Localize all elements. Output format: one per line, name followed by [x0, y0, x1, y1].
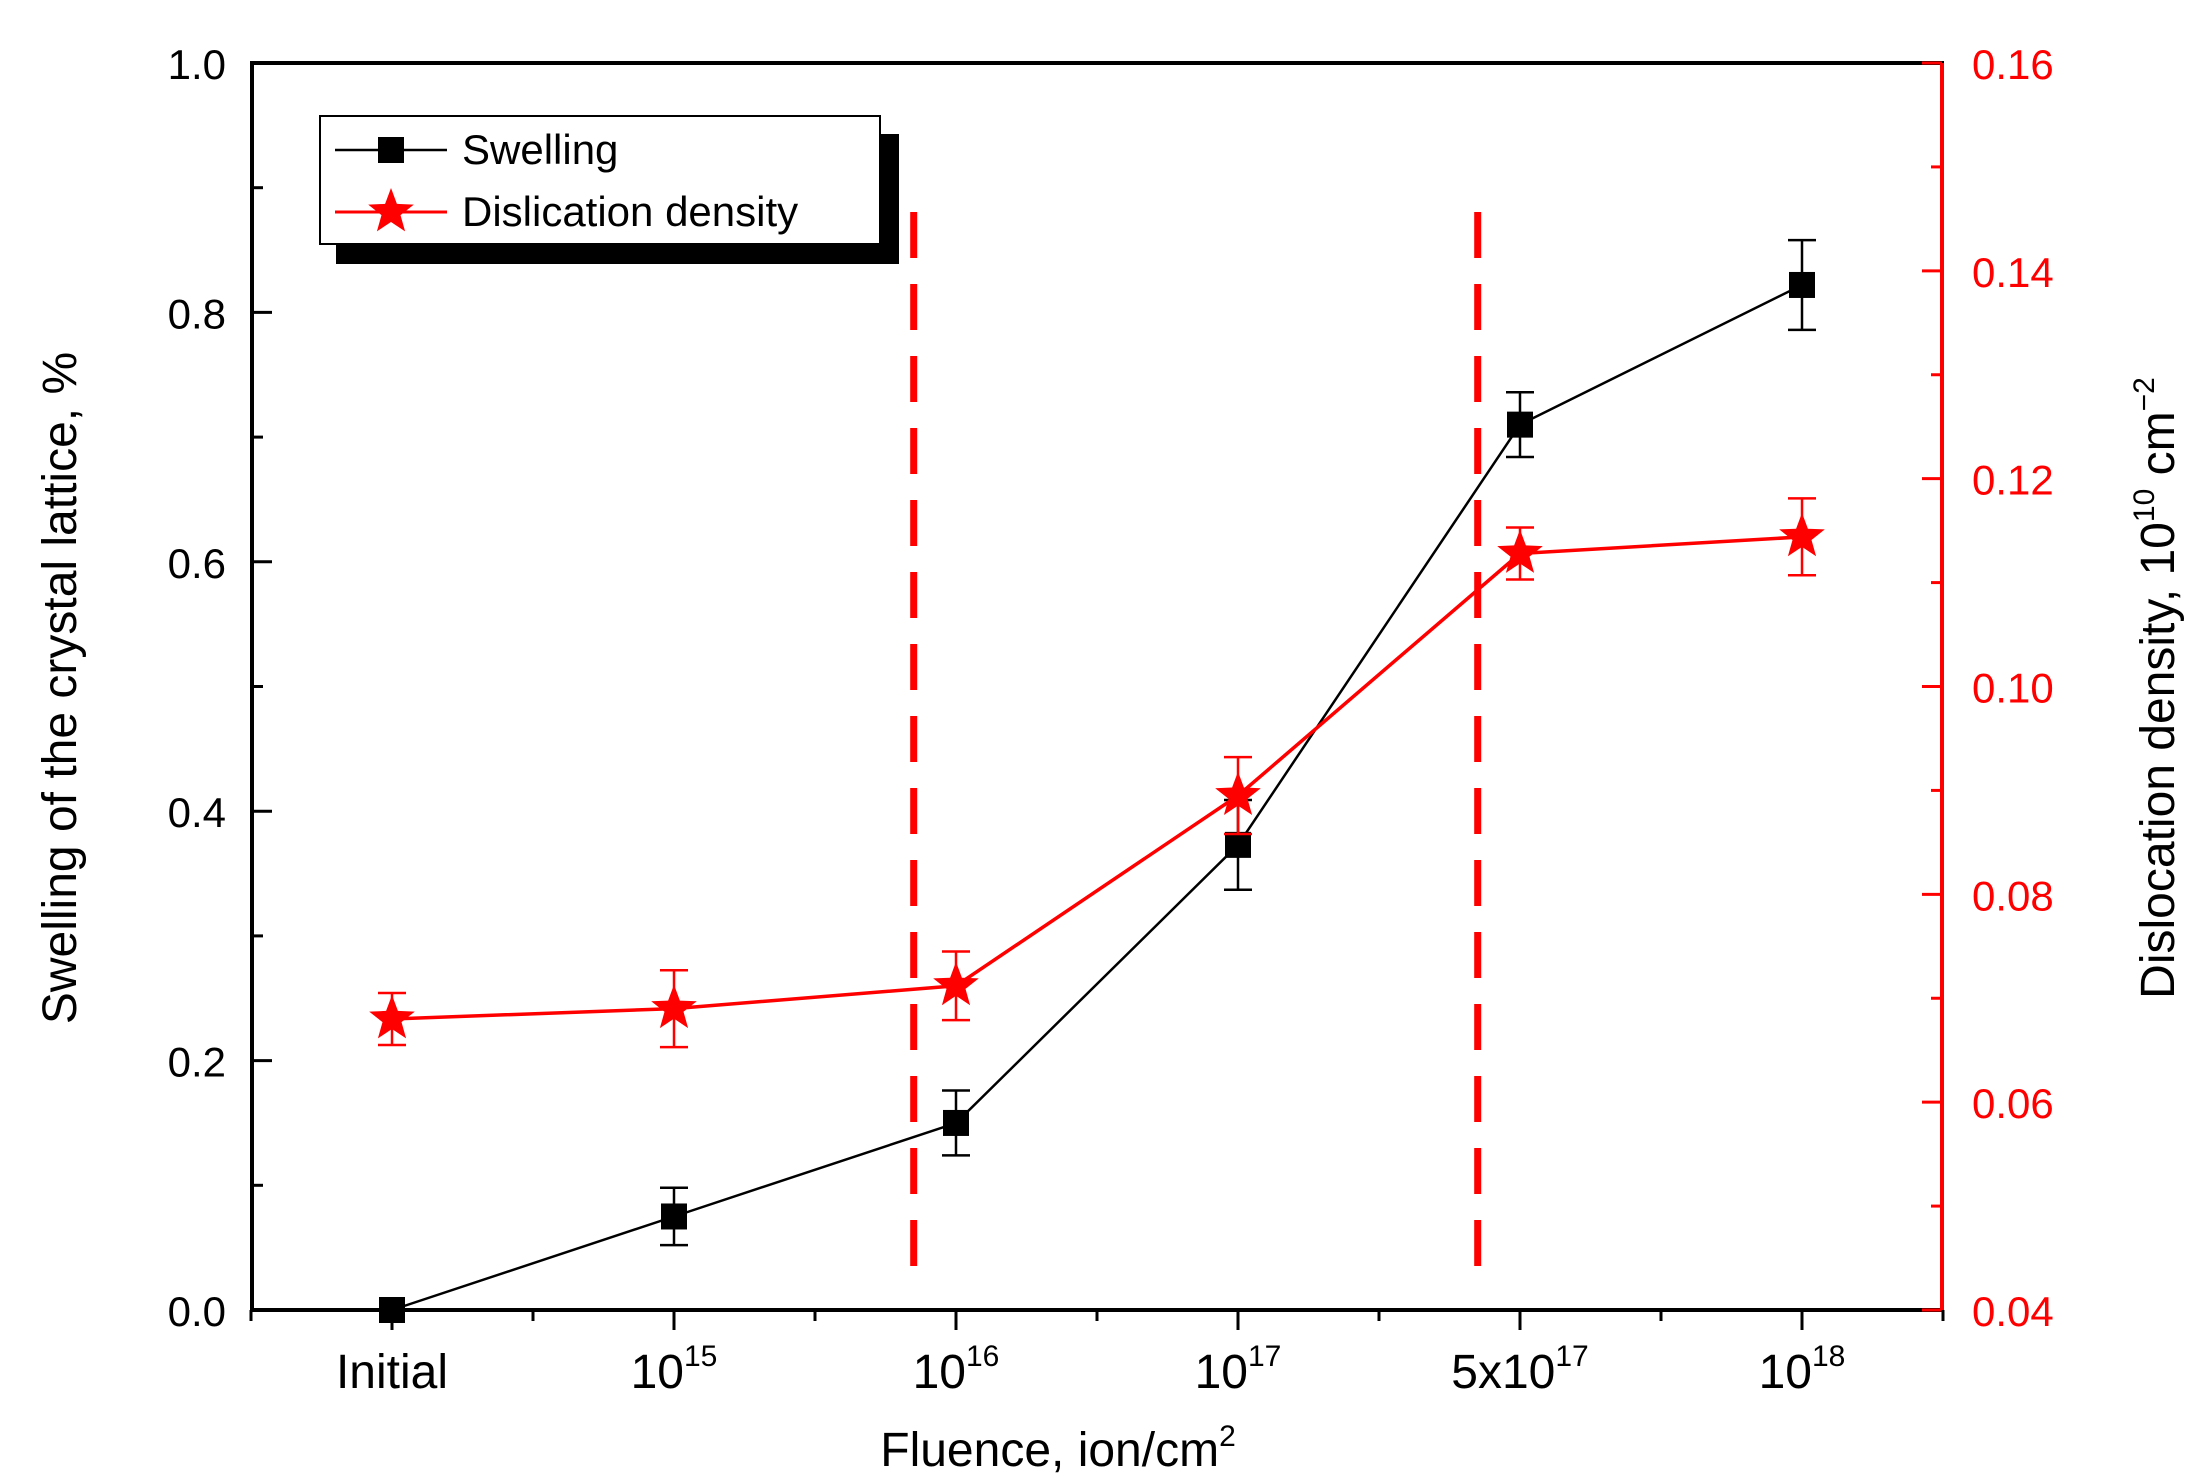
right-tick-label: 0.04 — [1972, 1288, 2054, 1335]
x-tick-label: Initial — [336, 1346, 448, 1399]
x-tick-label-base: 5x10 — [1451, 1346, 1555, 1399]
right-tick-label: 0.12 — [1972, 457, 2054, 504]
x-axis-label: Fluence, ion/cm2 — [880, 1420, 1236, 1477]
x-axis-label-text: Fluence, ion/cm — [880, 1424, 1219, 1477]
right-tick-label: 0.08 — [1972, 872, 2054, 919]
right-tick-label: 0.14 — [1972, 249, 2054, 296]
right-tick-label: 0.16 — [1972, 41, 2054, 88]
reference-lines — [910, 212, 1482, 1278]
x-axis-label-sup: 2 — [1219, 1420, 1236, 1453]
y-axis-right-label: Dislocation density, 1010 cm−2 — [2128, 377, 2185, 999]
x-tick-label: 1018 — [1759, 1340, 1846, 1399]
y-axis-right-label-sup1: 10 — [2128, 489, 2161, 522]
x-tick-label: 5x1017 — [1451, 1340, 1588, 1399]
star-marker — [1497, 529, 1543, 573]
plot-series — [369, 238, 1825, 1323]
left-tick-label: 0.2 — [168, 1039, 226, 1086]
x-tick-label: 1017 — [1195, 1340, 1282, 1399]
legend-star-shape — [368, 188, 414, 232]
left-tick-label: 0.8 — [168, 290, 226, 337]
left-tick-label: 0.0 — [168, 1288, 226, 1335]
legend-dislocation-label: Dislication density — [462, 188, 798, 235]
x-tick-label-base: 10 — [1759, 1346, 1812, 1399]
legend: Swelling Dislication density — [319, 115, 899, 264]
legend-swelling-label: Swelling — [462, 126, 618, 173]
square-marker — [1225, 831, 1251, 858]
y-axis-right-label-sup2: −2 — [2128, 377, 2161, 411]
left-tick-label: 0.4 — [168, 789, 226, 836]
y-axis-right-label-pre: Dislocation density, 10 — [2132, 522, 2185, 999]
square-marker — [943, 1109, 969, 1136]
star-marker — [1779, 512, 1825, 557]
x-tick-label-exponent: 16 — [966, 1340, 999, 1373]
left-tick-label: 0.6 — [168, 540, 226, 587]
star-marker — [369, 995, 415, 1039]
x-tick-label-base: 10 — [913, 1346, 966, 1399]
right-tick-label: 0.10 — [1972, 665, 2054, 712]
x-tick-label-exponent: 18 — [1812, 1340, 1845, 1373]
y-axis-right-label-mid: cm — [2132, 411, 2185, 488]
axes: 0.0 0.2 0.4 0.6 0.8 1.0 0.04 0.06 0.08 0.10 0.12 0.… — [168, 41, 2054, 1399]
star-marker — [933, 961, 979, 1006]
x-tick-label-base: Initial — [336, 1346, 448, 1399]
x-tick-label-base: 10 — [1195, 1346, 1248, 1399]
series-line-star — [391, 535, 1803, 1021]
star-marker — [1215, 771, 1261, 815]
y-axis-left-label: Swelling of the crystal lattice, % — [34, 352, 87, 1024]
legend-swelling-square-marker — [378, 137, 404, 163]
x-tick-label: 1015 — [631, 1340, 718, 1399]
x-tick-label-base: 10 — [631, 1346, 684, 1399]
legend-box — [319, 115, 881, 245]
x-tick-label-exponent: 17 — [1248, 1340, 1281, 1373]
star-marker — [651, 984, 697, 1029]
square-marker — [1789, 271, 1815, 298]
x-tick-label-exponent: 17 — [1555, 1340, 1588, 1373]
x-tick-label: 1016 — [913, 1340, 1000, 1399]
left-tick-label: 1.0 — [168, 41, 226, 88]
square-marker — [1507, 411, 1533, 438]
right-tick-label: 0.06 — [1972, 1080, 2054, 1127]
legend-dislocation-star-marker — [368, 188, 414, 232]
square-marker — [661, 1203, 687, 1230]
series-line-square — [391, 283, 1803, 1312]
x-tick-label-exponent: 15 — [684, 1340, 717, 1373]
